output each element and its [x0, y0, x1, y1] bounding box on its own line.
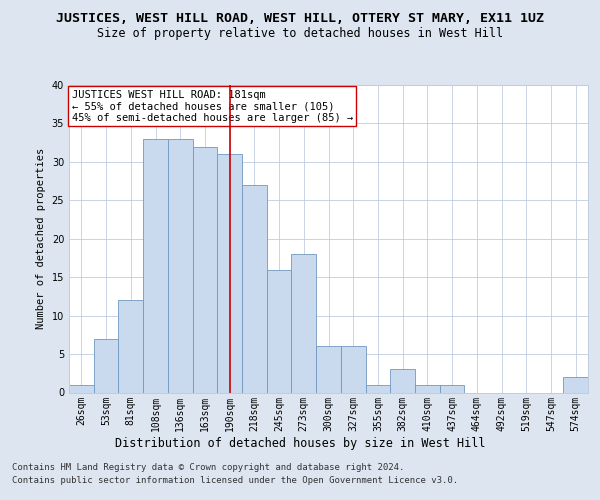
Bar: [242, 185, 267, 392]
Bar: [143, 139, 168, 392]
Text: Distribution of detached houses by size in West Hill: Distribution of detached houses by size …: [115, 438, 485, 450]
Bar: [118, 300, 143, 392]
Bar: [292, 254, 316, 392]
Bar: [365, 385, 390, 392]
Bar: [94, 338, 118, 392]
Bar: [415, 385, 440, 392]
Text: JUSTICES WEST HILL ROAD: 181sqm
← 55% of detached houses are smaller (105)
45% o: JUSTICES WEST HILL ROAD: 181sqm ← 55% of…: [71, 90, 353, 123]
Text: Size of property relative to detached houses in West Hill: Size of property relative to detached ho…: [97, 28, 503, 40]
Bar: [316, 346, 341, 393]
Text: Contains public sector information licensed under the Open Government Licence v3: Contains public sector information licen…: [12, 476, 458, 485]
Bar: [440, 385, 464, 392]
Bar: [193, 146, 217, 392]
Text: JUSTICES, WEST HILL ROAD, WEST HILL, OTTERY ST MARY, EX11 1UZ: JUSTICES, WEST HILL ROAD, WEST HILL, OTT…: [56, 12, 544, 26]
Bar: [341, 346, 365, 393]
Y-axis label: Number of detached properties: Number of detached properties: [36, 148, 46, 330]
Bar: [563, 377, 588, 392]
Bar: [217, 154, 242, 392]
Text: Contains HM Land Registry data © Crown copyright and database right 2024.: Contains HM Land Registry data © Crown c…: [12, 462, 404, 471]
Bar: [390, 370, 415, 392]
Bar: [69, 385, 94, 392]
Bar: [267, 270, 292, 392]
Bar: [168, 139, 193, 392]
